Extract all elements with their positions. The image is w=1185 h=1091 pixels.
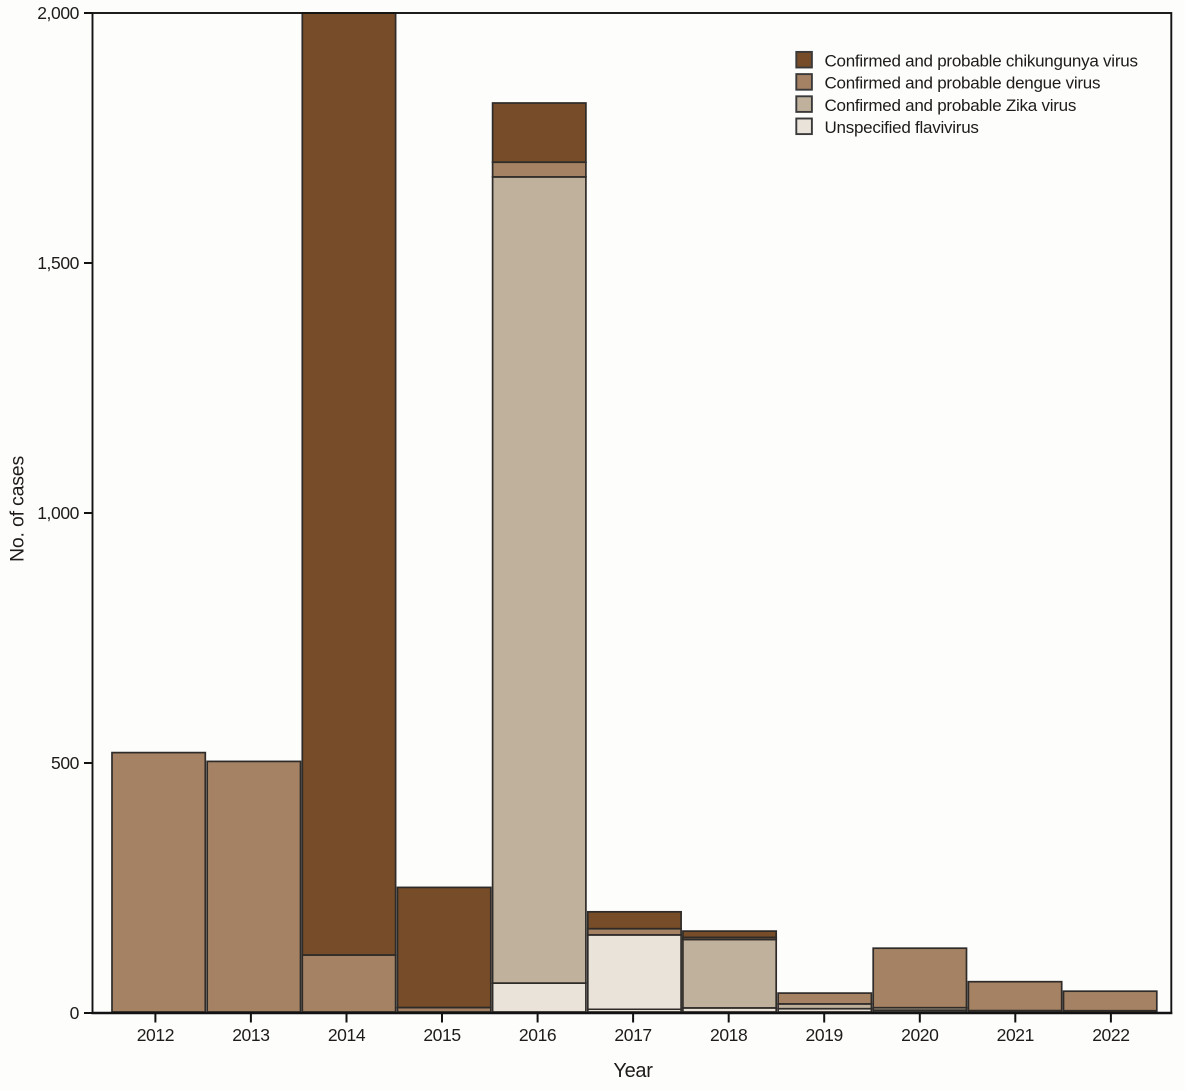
svg-text:Confirmed and probable dengue: Confirmed and probable dengue virus <box>825 74 1101 93</box>
svg-text:2022: 2022 <box>1092 1025 1129 1045</box>
svg-text:No. of cases: No. of cases <box>7 456 29 562</box>
svg-text:500: 500 <box>51 753 80 773</box>
svg-text:Confirmed and probable Zika vi: Confirmed and probable Zika virus <box>825 96 1077 115</box>
svg-text:2018: 2018 <box>710 1025 747 1045</box>
svg-text:2020: 2020 <box>901 1025 939 1045</box>
svg-text:Unspecified flavivirus: Unspecified flavivirus <box>825 118 979 137</box>
svg-text:2013: 2013 <box>232 1025 269 1045</box>
svg-text:2021: 2021 <box>997 1025 1034 1045</box>
svg-text:2,000: 2,000 <box>37 3 79 23</box>
svg-text:1,000: 1,000 <box>37 503 79 523</box>
svg-text:2017: 2017 <box>614 1025 651 1045</box>
svg-text:2016: 2016 <box>519 1025 556 1045</box>
svg-text:Year: Year <box>613 1060 653 1082</box>
svg-text:2012: 2012 <box>137 1025 174 1045</box>
svg-text:Confirmed and probable chikung: Confirmed and probable chikungunya virus <box>825 51 1138 70</box>
svg-text:1,500: 1,500 <box>37 253 79 273</box>
svg-text:2015: 2015 <box>423 1025 460 1045</box>
svg-text:0: 0 <box>70 1003 80 1023</box>
svg-text:2014: 2014 <box>328 1025 366 1045</box>
svg-text:2019: 2019 <box>806 1025 843 1045</box>
